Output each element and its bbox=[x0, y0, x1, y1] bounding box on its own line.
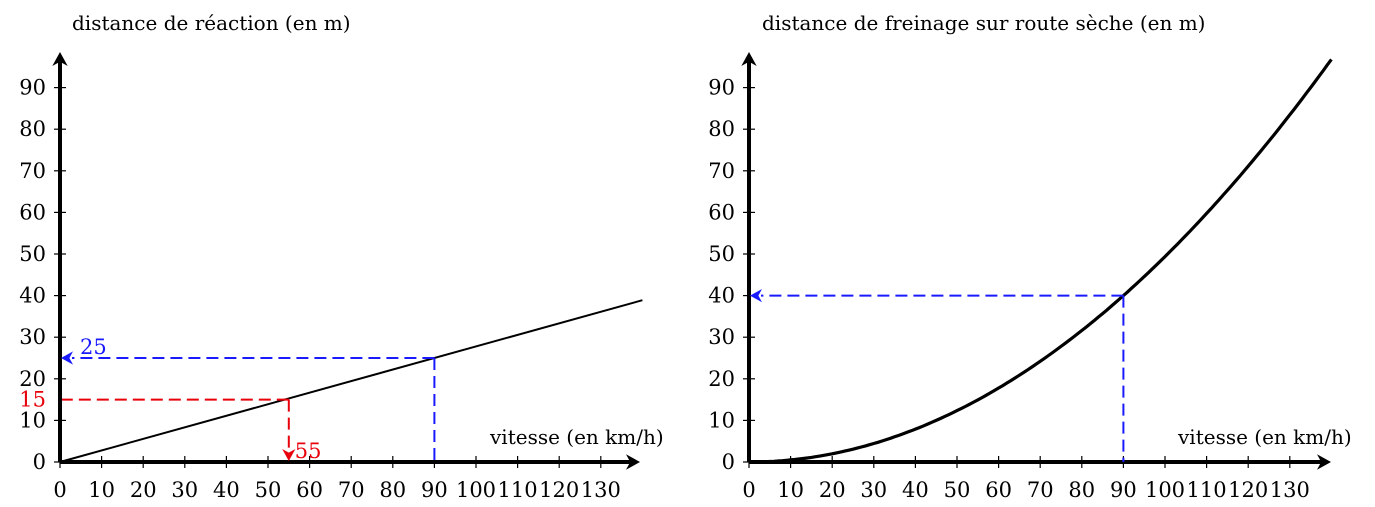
guide-arrow bbox=[750, 289, 762, 302]
y-tick-label: 60 bbox=[708, 200, 735, 224]
y-tick-label: 50 bbox=[19, 242, 46, 266]
x-tick-label: 0 bbox=[742, 478, 755, 502]
x-tick-label: 40 bbox=[213, 478, 240, 502]
y-tick-label: 90 bbox=[708, 76, 735, 100]
y-tick-label: 80 bbox=[708, 117, 735, 141]
x-tick-label: 30 bbox=[860, 478, 887, 502]
x-tick-label: 130 bbox=[581, 478, 621, 502]
x-tick-label: 50 bbox=[944, 478, 971, 502]
x-tick-label: 20 bbox=[819, 478, 846, 502]
x-tick-label: 70 bbox=[1027, 478, 1054, 502]
guide-arrow bbox=[282, 449, 295, 461]
y-tick-label: 70 bbox=[708, 159, 735, 183]
x-tick-label: 100 bbox=[456, 478, 496, 502]
y-tick-label: 10 bbox=[19, 408, 46, 432]
x-tick-label: 120 bbox=[539, 478, 579, 502]
x-tick-label: 30 bbox=[171, 478, 198, 502]
y-tick-label: 10 bbox=[708, 408, 735, 432]
y-tick-label: 70 bbox=[19, 159, 46, 183]
x-tick-label: 130 bbox=[1270, 478, 1310, 502]
x-tick-label: 110 bbox=[1187, 478, 1227, 502]
braking-distance-chart: distance de freinage sur route sèche (en… bbox=[708, 11, 1351, 502]
series-line bbox=[749, 59, 1331, 462]
y-tick-label: 60 bbox=[19, 200, 46, 224]
x-value-label: 55 bbox=[295, 439, 322, 463]
x-tick-label: 0 bbox=[53, 478, 66, 502]
y-axis-title: distance de freinage sur route sèche (en… bbox=[762, 11, 1206, 35]
y-axis-title: distance de réaction (en m) bbox=[72, 11, 351, 35]
y-tick-label: 0 bbox=[722, 450, 735, 474]
x-tick-label: 60 bbox=[296, 478, 323, 502]
y-tick-label: 50 bbox=[708, 242, 735, 266]
x-tick-label: 10 bbox=[777, 478, 804, 502]
y-tick-label: 30 bbox=[708, 325, 735, 349]
y-value-label: 25 bbox=[80, 335, 107, 359]
guide-arrow bbox=[61, 351, 73, 364]
x-axis-title: vitesse (en km/h) bbox=[1177, 425, 1352, 449]
x-tick-label: 60 bbox=[985, 478, 1012, 502]
x-tick-label: 80 bbox=[1068, 478, 1095, 502]
x-tick-label: 120 bbox=[1228, 478, 1268, 502]
y-tick-label: 40 bbox=[708, 284, 735, 308]
x-tick-label: 10 bbox=[88, 478, 115, 502]
y-tick-label: 0 bbox=[33, 450, 46, 474]
x-tick-label: 100 bbox=[1145, 478, 1185, 502]
y-tick-label: 40 bbox=[19, 284, 46, 308]
y-tick-label: 80 bbox=[19, 117, 46, 141]
x-tick-label: 90 bbox=[1110, 478, 1137, 502]
x-tick-label: 40 bbox=[902, 478, 929, 502]
x-tick-label: 20 bbox=[130, 478, 157, 502]
reaction-distance-chart: distance de réaction (en m) vitesse (en … bbox=[19, 11, 663, 502]
x-tick-label: 70 bbox=[338, 478, 365, 502]
x-tick-label: 110 bbox=[498, 478, 538, 502]
x-tick-label: 80 bbox=[379, 478, 406, 502]
y-tick-label: 90 bbox=[19, 76, 46, 100]
y-value-label: 15 bbox=[19, 388, 46, 412]
y-tick-label: 30 bbox=[19, 325, 46, 349]
x-tick-label: 90 bbox=[421, 478, 448, 502]
x-tick-label: 50 bbox=[255, 478, 282, 502]
x-axis-title: vitesse (en km/h) bbox=[489, 425, 664, 449]
y-tick-label: 20 bbox=[708, 367, 735, 391]
